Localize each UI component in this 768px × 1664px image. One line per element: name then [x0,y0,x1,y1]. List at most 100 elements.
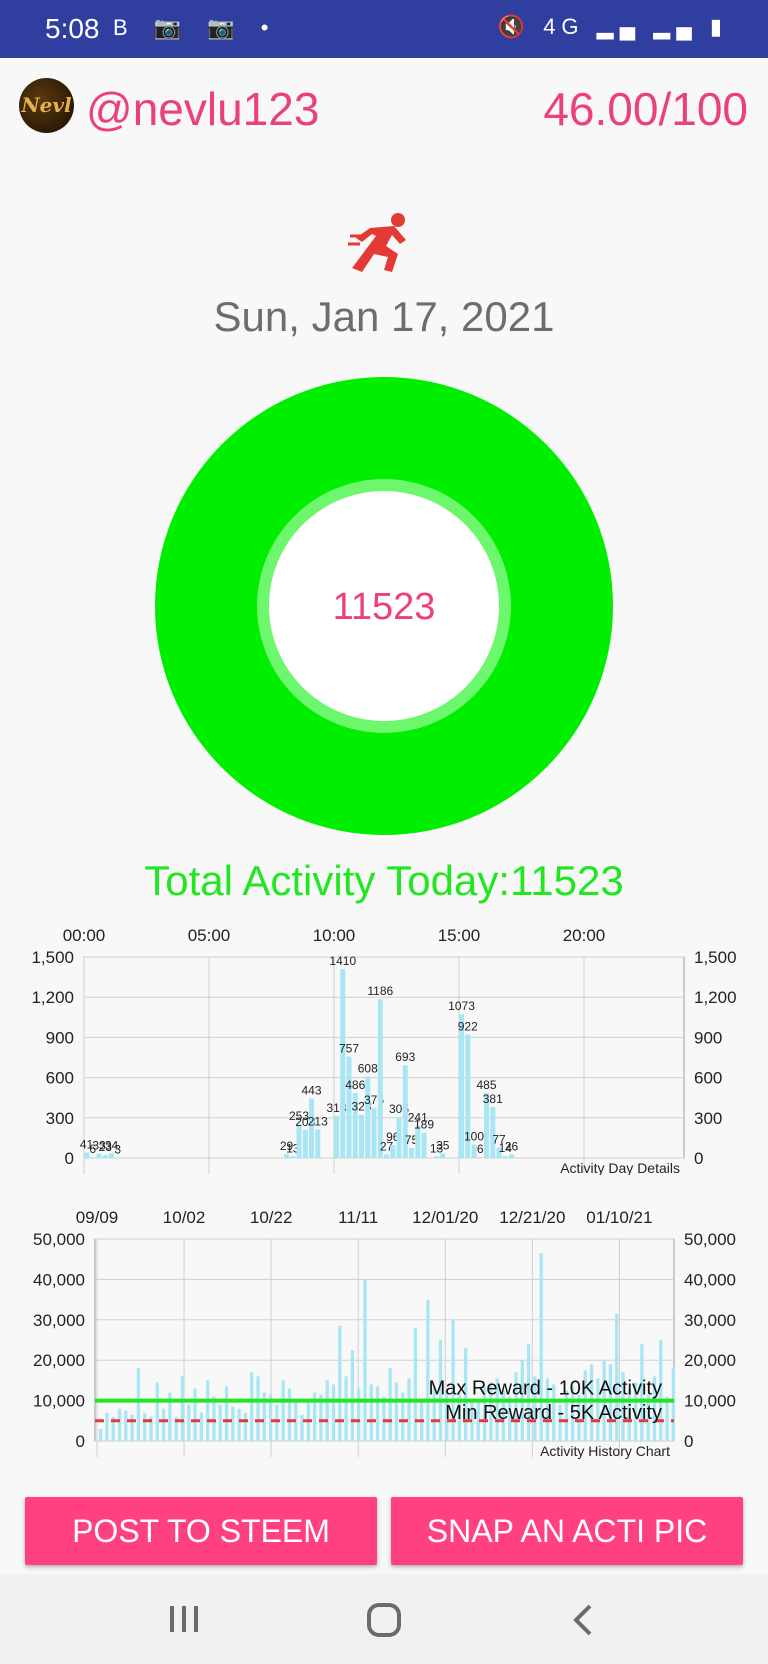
day-x-tick: 20:00 [563,926,606,945]
history-bar [168,1392,172,1441]
history-y-tick-left: 30,000 [33,1311,85,1330]
history-x-tick: 11/11 [338,1208,378,1227]
day-bar-label: 26 [505,1140,519,1154]
app-header: Nevl @nevlu123 46.00/100 [0,58,768,158]
history-bar [375,1386,380,1441]
back-icon[interactable] [570,1602,594,1638]
day-bar [365,1076,371,1158]
history-bar [615,1313,619,1441]
recent-apps-icon[interactable] [168,1602,200,1636]
post-to-steem-button[interactable]: POST TO STEEM [25,1497,377,1565]
history-bar [514,1372,518,1441]
history-bar [571,1386,575,1441]
day-y-tick-right: 600 [694,1069,722,1088]
history-bar [350,1350,355,1441]
activity-date: Sun, Jan 17, 2021 [213,293,555,340]
day-bar [109,1153,115,1158]
history-chart-caption: Activity History Chart [540,1443,670,1459]
history-bar [319,1394,323,1441]
history-bar [357,1388,361,1441]
max-reward-label: Max Reward - 10K Activity [429,1378,662,1400]
day-bar-label: 485 [477,1078,497,1092]
history-bar [275,1404,279,1441]
day-bar-label: 35 [436,1138,450,1152]
history-bar [199,1412,203,1441]
day-bar [315,1129,321,1158]
day-bar-label: 3 [114,1143,121,1157]
history-bar [224,1386,229,1441]
day-bar [296,1124,302,1158]
day-bar-label: 13 [286,1141,300,1155]
history-bar [161,1408,166,1441]
ring-value: 11523 [332,586,436,628]
history-bar [174,1416,178,1441]
clock: 5:08 [45,13,100,44]
history-x-tick: 01/10/21 [586,1208,652,1227]
day-bar-label: 13 [430,1141,444,1155]
day-bar-label: 34 [105,1138,119,1152]
home-icon[interactable] [366,1602,402,1638]
history-bar [577,1394,581,1441]
day-bar [90,1157,96,1158]
day-bar [409,1147,415,1158]
history-bar [589,1364,594,1441]
day-bar-label: 1410 [329,954,356,968]
day-y-tick-right: 300 [694,1109,722,1128]
activity-ring: 11523 [155,377,613,835]
day-bar-label: 189 [414,1118,434,1132]
day-bar-label: 6 [477,1142,484,1156]
day-y-tick-left: 0 [65,1149,74,1168]
history-bar [451,1319,455,1441]
day-bar-label: 14 [499,1141,513,1155]
history-bar [312,1392,317,1441]
history-x-tick: 12/01/20 [412,1208,478,1227]
day-y-tick-left: 300 [46,1109,74,1128]
history-y-tick-left: 50,000 [33,1230,85,1249]
history-bar [117,1408,122,1441]
avatar[interactable]: Nevl [19,78,74,133]
system-nav-bar [0,1574,768,1664]
history-bar [344,1376,348,1441]
history-bar [99,1428,103,1441]
day-bar [290,1156,296,1158]
snap-acti-pic-button[interactable]: SNAP AN ACTI PIC [391,1497,743,1565]
day-bar [302,1130,308,1158]
day-bar-label: 1186 [367,984,393,998]
history-y-tick-right: 30,000 [684,1311,736,1330]
history-bar [665,1396,669,1441]
day-bar [459,1014,465,1158]
history-bar [621,1372,625,1441]
history-bar [281,1380,285,1441]
day-bar-label: 96 [386,1130,400,1144]
day-bar [309,1098,315,1158]
history-y-tick-left: 10,000 [33,1392,85,1411]
day-y-tick-left: 900 [46,1028,74,1047]
day-bar-label: 75 [405,1133,419,1147]
day-bar-label: 486 [345,1078,365,1092]
history-y-tick-left: 0 [76,1432,85,1451]
day-bar [490,1106,496,1158]
history-bar [111,1416,115,1441]
history-bar [143,1412,147,1441]
history-bar [231,1406,235,1441]
day-bar [340,969,346,1158]
history-bar [187,1404,191,1441]
day-chart-caption: Activity Day Details [560,1160,680,1175]
day-bar-label: 213 [308,1114,328,1128]
day-y-tick-right: 1,200 [694,988,737,1007]
day-bar [359,1114,365,1158]
day-bar [377,999,383,1158]
day-bar-label: 23 [99,1140,113,1154]
history-y-tick-left: 20,000 [33,1351,85,1370]
history-bar [407,1378,411,1441]
day-bar [434,1156,440,1158]
history-bar [105,1412,109,1441]
history-bar [212,1396,216,1441]
history-bar [256,1376,260,1441]
day-bar-label: 100 [464,1130,484,1144]
history-bar [457,1392,462,1441]
history-bar [533,1376,537,1441]
day-bar-label: 1073 [448,999,475,1013]
history-y-tick-right: 0 [684,1432,693,1451]
history-bar [413,1327,417,1441]
